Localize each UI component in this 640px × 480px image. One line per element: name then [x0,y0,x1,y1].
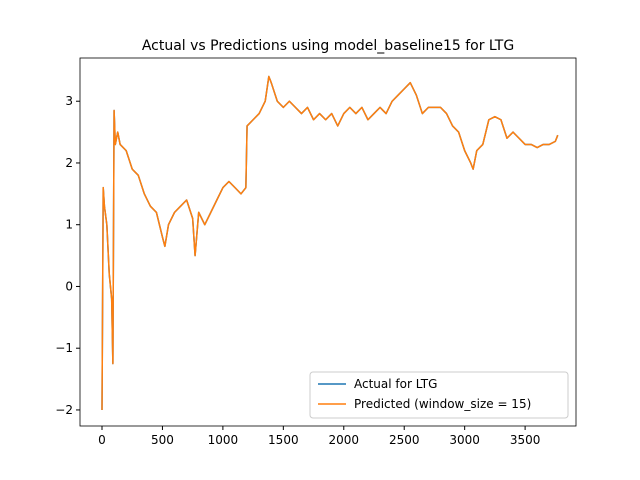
x-tick-label: 2000 [329,433,360,447]
y-tick-label: 3 [65,94,73,108]
x-tick-label: 3000 [449,433,480,447]
series-line [101,75,559,410]
x-tick-label: 0 [98,433,106,447]
y-tick-label: 0 [65,279,73,293]
x-tick-label: 1500 [268,433,299,447]
x-tick-label: 500 [151,433,174,447]
legend-box [309,371,569,419]
chart-title: Actual vs Predictions using model_baseli… [142,38,514,54]
x-tick-label: 2500 [389,433,420,447]
legend-label: Predicted (window_size = 15) [354,397,531,411]
y-tick-label: −2 [55,403,73,417]
x-tick-label: 1000 [208,433,239,447]
axes-frame [79,57,577,427]
y-tick-label: 1 [65,218,73,232]
y-tick-label: 2 [65,156,73,170]
legend-label: Actual for LTG [354,377,437,391]
series-line [101,75,559,410]
y-tick-label: −1 [55,341,73,355]
x-tick-label: 3500 [510,433,541,447]
